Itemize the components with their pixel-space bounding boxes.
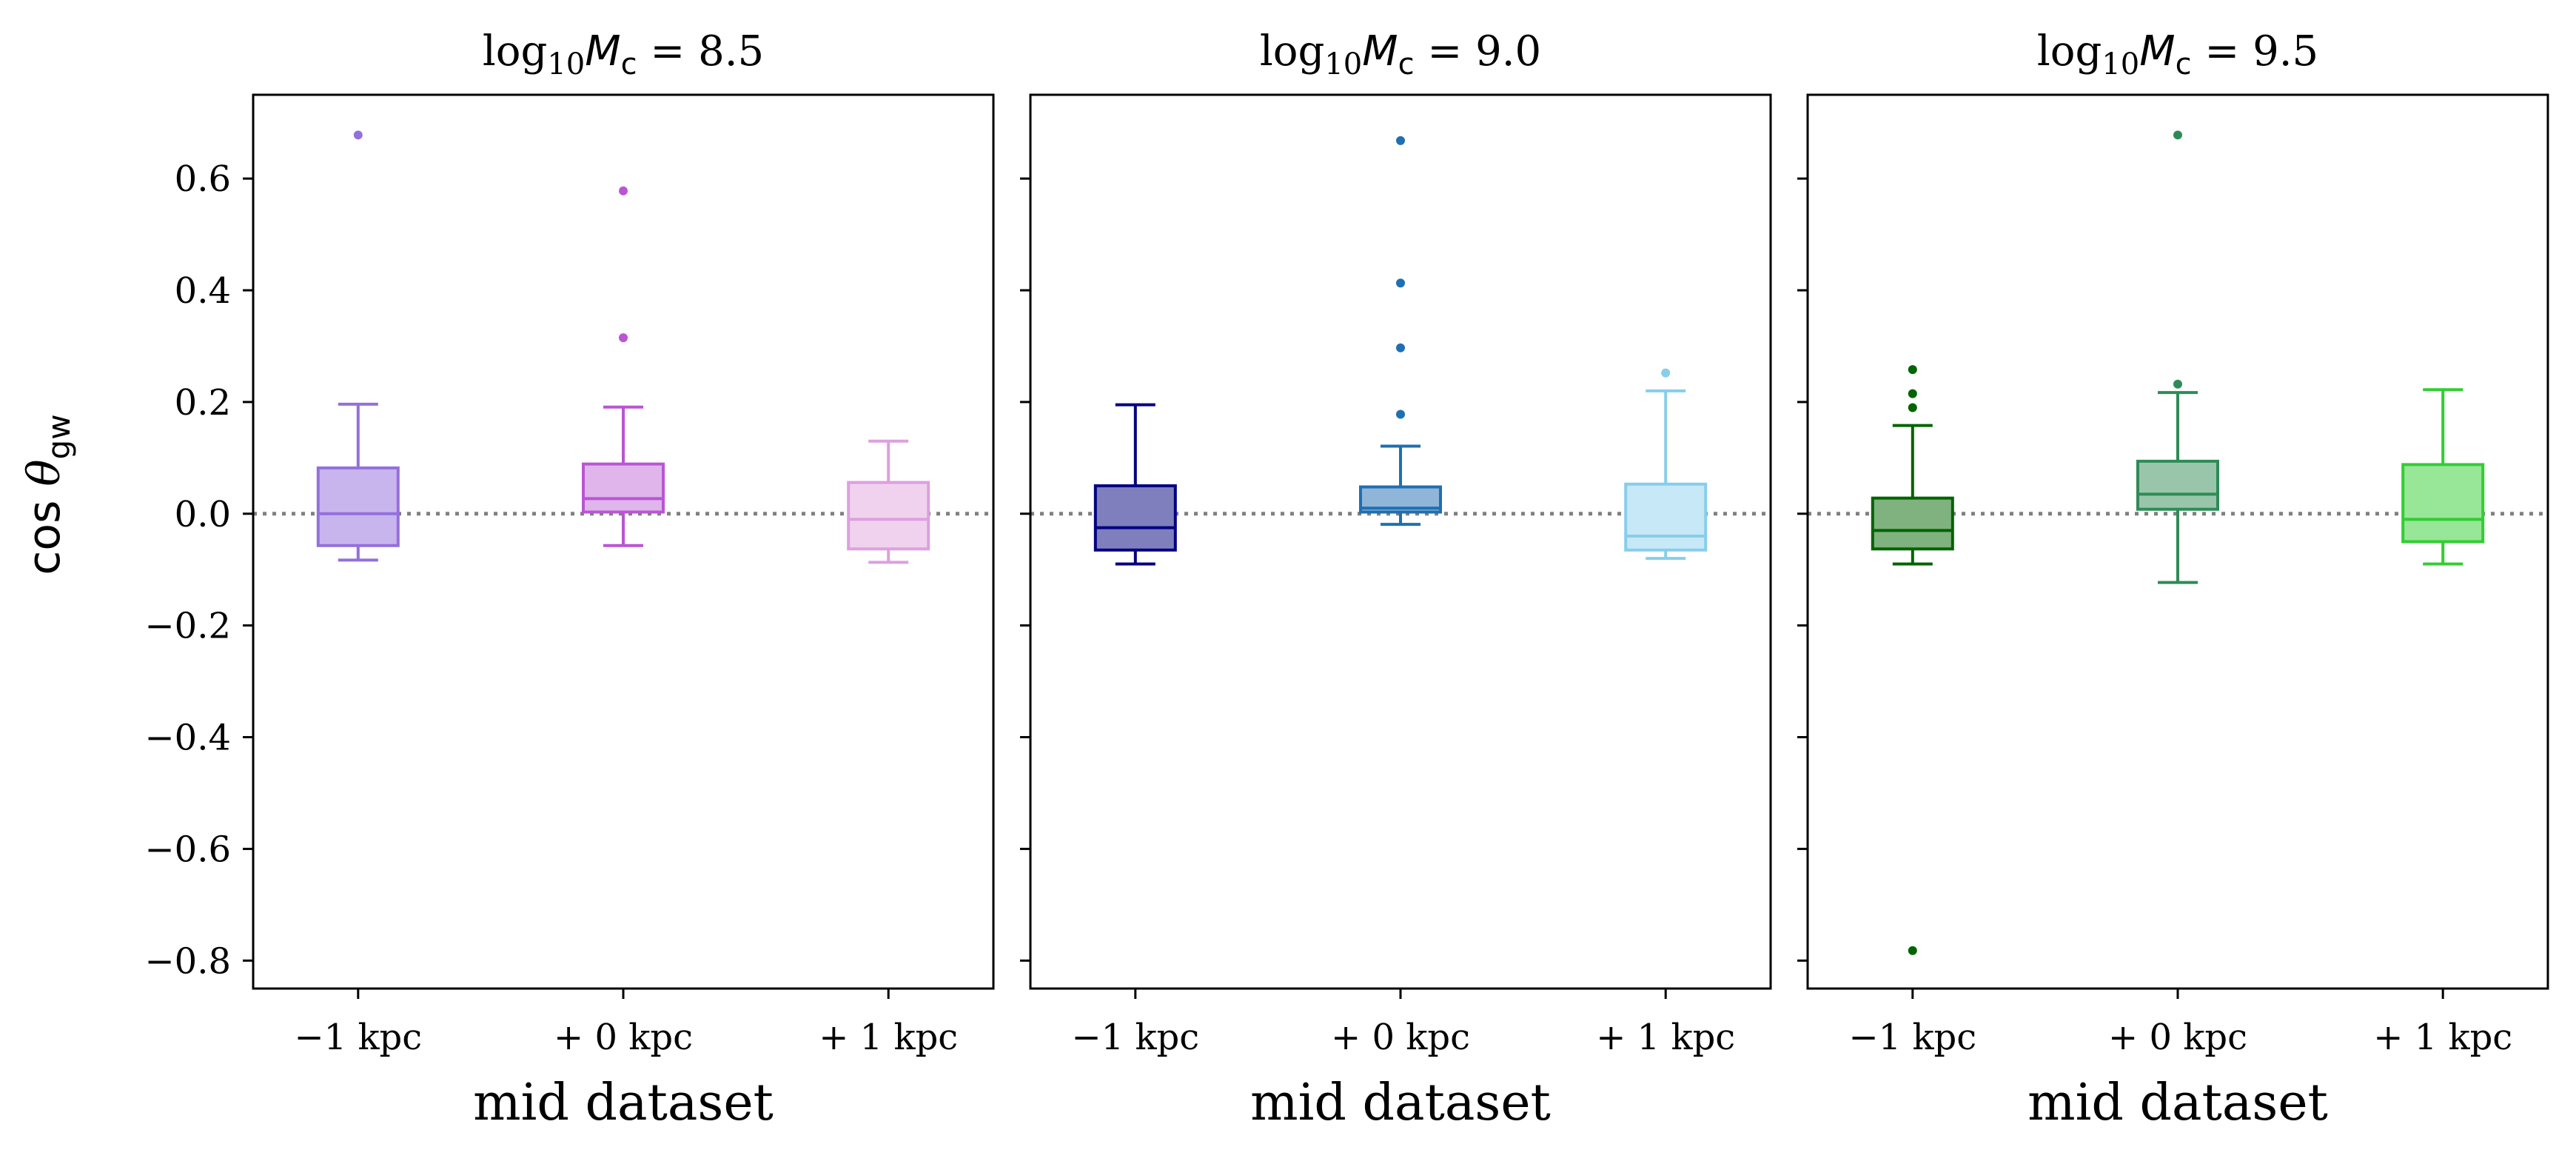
x-tick-label: −1 kpc [294, 1017, 422, 1058]
x-tick-label: + 1 kpc [2373, 1017, 2512, 1058]
box-1 [316, 130, 400, 562]
outlier-point [1396, 409, 1405, 419]
x-tick-label: −1 kpc [1071, 1017, 1199, 1058]
box-iqr [1093, 484, 1177, 552]
panel-2: −1 kpc + 0 kpc + 1 kpc log10Mc = 9.0 mid dat… [1020, 27, 1772, 1132]
outlier-point [353, 130, 363, 140]
outlier-point [1396, 136, 1405, 145]
box-1 [1093, 403, 1177, 566]
axes-frame [252, 93, 995, 990]
panel-title: log10Mc = 9.0 [1260, 27, 1541, 81]
panel-title: log10Mc = 9.5 [2037, 27, 2318, 81]
box-iqr [847, 481, 930, 551]
outlier-point [1908, 403, 1917, 412]
x-axis-label: mid dataset [473, 1074, 774, 1132]
x-tick-label: + 0 kpc [1331, 1017, 1470, 1058]
x-axis-label: mid dataset [2027, 1074, 2328, 1132]
outlier-point [619, 333, 628, 343]
box-iqr [1871, 496, 1954, 551]
box-3 [847, 439, 930, 564]
box-2 [2136, 130, 2219, 584]
axes-frame [1806, 93, 2549, 990]
box-iqr [582, 462, 665, 514]
axes-frame [1029, 93, 1772, 990]
x-tick-label: −1 kpc [1848, 1017, 1976, 1058]
box-iqr [2136, 459, 2219, 511]
x-tick-label: + 1 kpc [819, 1017, 958, 1058]
y-tick-label: 0.2 [175, 382, 231, 424]
y-tick-label: 0.6 [175, 158, 231, 200]
y-tick-label: −0.2 [144, 606, 231, 647]
y-tick-label: −0.4 [144, 718, 231, 759]
outlier-point [1908, 389, 1917, 398]
x-tick-label: + 0 kpc [554, 1017, 693, 1058]
outlier-point [1908, 946, 1917, 955]
outlier-point [1908, 365, 1917, 375]
box-2 [582, 186, 665, 547]
y-tick-label: 0.4 [175, 270, 231, 312]
box-3 [1624, 368, 1708, 561]
box-iqr [2401, 463, 2485, 544]
y-tick-label: −0.8 [144, 940, 231, 982]
x-tick-label: + 1 kpc [1596, 1017, 1735, 1058]
panel-1: −1 kpc + 0 kpc + 1 kpc 0.6 0.4 0.2 0.0 −0.2 −0.4… [144, 27, 995, 1132]
outlier-point [1396, 343, 1405, 352]
x-axis-label: mid dataset [1250, 1074, 1551, 1132]
y-axis-label: cos θgw [19, 414, 77, 575]
y-tick-label: 0.0 [175, 494, 231, 535]
outlier-point [619, 186, 628, 195]
panel-title: log10Mc = 8.5 [483, 27, 764, 81]
box-1 [1871, 365, 1954, 955]
box-iqr [316, 466, 400, 547]
box-2 [1359, 136, 1442, 526]
y-tick-label: −0.6 [144, 829, 231, 870]
outlier-point [2173, 130, 2182, 140]
box-iqr [1624, 482, 1708, 552]
outlier-point [1396, 278, 1405, 288]
x-tick-label: + 0 kpc [2108, 1017, 2247, 1058]
box-3 [2401, 388, 2485, 566]
outlier-point [1661, 368, 1671, 378]
outlier-point [2173, 379, 2182, 389]
panel-3: −1 kpc + 0 kpc + 1 kpc log10Mc = 9.5 mid dat… [1797, 27, 2549, 1132]
